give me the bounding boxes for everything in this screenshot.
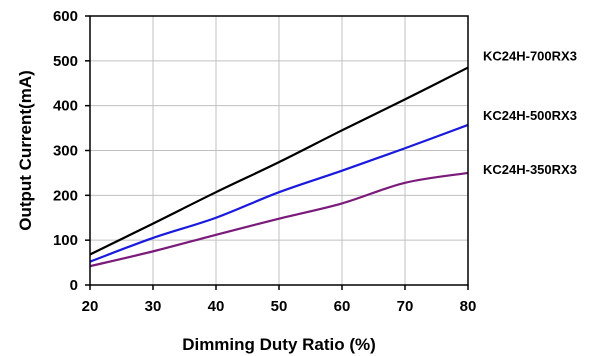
x-tick-label: 80 — [460, 298, 477, 315]
grid-lines — [90, 16, 468, 285]
y-tick-label: 400 — [53, 98, 78, 115]
series-label: KC24H-350RX3 — [483, 162, 577, 177]
y-axis-ticks: 0 100 200 300 400 500 600 — [53, 8, 90, 294]
x-tick-label: 70 — [397, 298, 414, 315]
y-axis-label: Output Current(mA) — [16, 70, 35, 231]
series-lines — [89, 66, 469, 268]
series-label: KC24H-500RX3 — [483, 108, 577, 123]
y-tick-label: 200 — [53, 187, 78, 204]
y-tick-label: 600 — [53, 8, 78, 25]
y-tick-label: 500 — [53, 53, 78, 70]
x-tick-label: 60 — [334, 298, 351, 315]
y-tick-label: 300 — [53, 143, 78, 160]
y-tick-label: 0 — [70, 277, 78, 294]
x-tick-label: 50 — [271, 298, 288, 315]
y-tick-label: 100 — [53, 232, 78, 249]
x-tick-label: 40 — [208, 298, 225, 315]
x-axis-ticks: 20 30 40 50 60 70 80 — [82, 285, 477, 315]
x-tick-label: 30 — [145, 298, 162, 315]
series-line-kc24h-700rx3 — [89, 66, 469, 256]
x-tick-label: 20 — [82, 298, 99, 315]
series-line-kc24h-350rx3 — [89, 171, 469, 268]
series-line-kc24h-500rx3 — [89, 123, 469, 263]
series-label: KC24H-700RX3 — [483, 49, 577, 64]
series-labels: KC24H-700RX3 KC24H-500RX3 KC24H-350RX3 — [483, 49, 577, 177]
x-axis-label: Dimming Duty Ratio (%) — [182, 335, 376, 354]
